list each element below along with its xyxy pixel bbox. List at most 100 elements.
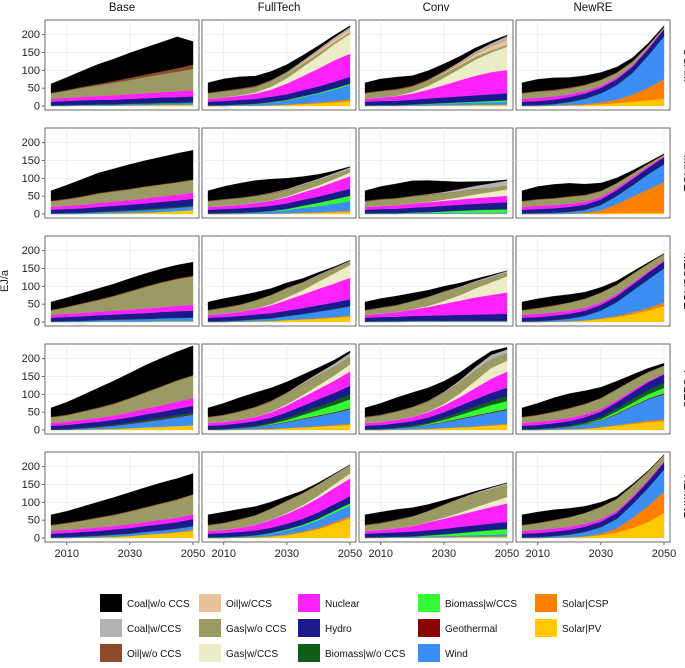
- legend-item-coal-wo-ccs: Coal|w/o CCS: [100, 594, 190, 612]
- panel-image-conv: [359, 128, 513, 218]
- y-tick-label: 100: [22, 389, 40, 401]
- panel-image-base: [45, 128, 199, 218]
- legend-swatch: [535, 619, 557, 637]
- y-tick-label: 50: [28, 191, 40, 203]
- y-tick-label: 150: [22, 47, 40, 59]
- legend-item-gas-wo-ccs: Gas|w/o CCS: [199, 619, 287, 637]
- legend: Coal|w/o CCS Coal|w/CCS Oil|w/o CCS Oil|w/C…: [100, 594, 609, 662]
- panel-poles-base: [45, 344, 199, 434]
- panel-remind-base: [45, 452, 199, 542]
- legend-swatch: [418, 644, 440, 662]
- y-tick-label: 0: [34, 533, 40, 545]
- legend-swatch: [418, 594, 440, 612]
- legend-label: Gas|w/CCS: [226, 649, 278, 660]
- row-label-message: MESSAGE: [681, 253, 685, 310]
- panel-gcam-newre: [516, 20, 670, 110]
- y-tick-label: 100: [22, 173, 40, 185]
- y-tick-label: 0: [34, 317, 40, 329]
- legend-swatch: [199, 594, 221, 612]
- legend-label: Geothermal: [445, 624, 497, 635]
- legend-item-oil-wccs: Oil|w/CCS: [199, 594, 272, 612]
- panel-message-fulltech: [202, 236, 356, 326]
- y-tick-label: 200: [22, 137, 40, 149]
- x-tick-label: 2050: [495, 548, 519, 560]
- x-tick-label: 2010: [369, 548, 393, 560]
- x-tick-label: 2030: [275, 548, 299, 560]
- row-label-gcam: GCAM: [681, 48, 685, 83]
- y-tick-label: 100: [22, 281, 40, 293]
- y-tick-label: 50: [28, 515, 40, 527]
- legend-label: Biomass|w/CCS: [445, 599, 517, 610]
- x-tick-label: 2010: [212, 548, 236, 560]
- x-tick-label: 2050: [652, 548, 676, 560]
- legend-swatch: [418, 619, 440, 637]
- panel-gcam-conv: [359, 20, 513, 110]
- row-label-image: IMAGE: [681, 154, 685, 191]
- panel-gcam-fulltech: [202, 20, 356, 110]
- panel-gcam-base: [45, 20, 199, 110]
- legend-swatch: [100, 594, 122, 612]
- legend-item-biomass-wo-ccs: Biomass|w/o CCS: [298, 644, 406, 662]
- y-tick-label: 50: [28, 407, 40, 419]
- panel-remind-fulltech: [202, 452, 356, 542]
- column-label-newre: NewRE: [574, 2, 613, 14]
- y-tick-label: 50: [28, 83, 40, 95]
- y-axis-label: EJ/a: [0, 269, 11, 292]
- legend-item-geothermal: Geothermal: [418, 619, 497, 637]
- panel-poles-fulltech: [202, 344, 356, 434]
- column-label-fulltech: FullTech: [258, 2, 301, 14]
- x-tick-label: 2010: [526, 548, 550, 560]
- panel-message-conv: [359, 236, 513, 326]
- legend-item-nuclear: Nuclear: [298, 594, 360, 612]
- legend-swatch: [100, 619, 122, 637]
- legend-label: Hydro: [325, 624, 352, 635]
- y-tick-label: 200: [22, 29, 40, 41]
- x-tick-label: 2030: [432, 548, 456, 560]
- x-tick-label: 2050: [338, 548, 362, 560]
- column-label-conv: Conv: [423, 2, 450, 14]
- legend-item-oil-wo-ccs: Oil|w/o CCS: [100, 644, 182, 662]
- legend-swatch: [298, 644, 320, 662]
- panel-poles-newre: [516, 344, 670, 434]
- panel-message-newre: [516, 236, 670, 326]
- y-tick-label: 150: [22, 155, 40, 167]
- legend-swatch: [199, 644, 221, 662]
- legend-label: Nuclear: [325, 599, 360, 610]
- legend-label: Coal|w/CCS: [127, 624, 182, 635]
- legend-label: Solar|CSP: [562, 599, 609, 610]
- panel-remind-newre: [516, 452, 670, 542]
- x-tick-label: 2050: [181, 548, 205, 560]
- legend-label: Coal|w/o CCS: [127, 599, 190, 610]
- legend-label: Gas|w/o CCS: [226, 624, 287, 635]
- y-tick-label: 0: [34, 425, 40, 437]
- y-tick-label: 150: [22, 371, 40, 383]
- legend-label: Biomass|w/o CCS: [325, 649, 406, 660]
- legend-item-hydro: Hydro: [298, 619, 352, 637]
- panel-image-fulltech: [202, 128, 356, 218]
- panel-message-base: [45, 236, 199, 326]
- legend-item-gas-wccs: Gas|w/CCS: [199, 644, 278, 662]
- legend-swatch: [199, 619, 221, 637]
- legend-swatch: [535, 594, 557, 612]
- y-tick-label: 100: [22, 65, 40, 77]
- legend-item-solar-pv: Solar|PV: [535, 619, 602, 637]
- y-tick-label: 0: [34, 209, 40, 221]
- y-tick-label: 50: [28, 299, 40, 311]
- row-label-poles: POLES: [681, 370, 685, 409]
- y-tick-label: 150: [22, 479, 40, 491]
- panel-poles-conv: [359, 344, 513, 434]
- y-tick-label: 200: [22, 245, 40, 257]
- row-label-remind: REMIND: [681, 474, 685, 519]
- y-tick-label: 200: [22, 353, 40, 365]
- legend-label: Wind: [445, 649, 468, 660]
- legend-label: Oil|w/o CCS: [127, 649, 182, 660]
- legend-item-wind: Wind: [418, 644, 468, 662]
- legend-item-coal-wccs: Coal|w/CCS: [100, 619, 182, 637]
- legend-label: Oil|w/CCS: [226, 599, 272, 610]
- legend-item-solar-csp: Solar|CSP: [535, 594, 609, 612]
- y-tick-label: 0: [34, 101, 40, 113]
- legend-swatch: [100, 644, 122, 662]
- panel-remind-conv: [359, 452, 513, 542]
